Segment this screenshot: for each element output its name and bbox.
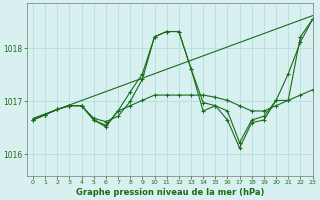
X-axis label: Graphe pression niveau de la mer (hPa): Graphe pression niveau de la mer (hPa) [76, 188, 264, 197]
